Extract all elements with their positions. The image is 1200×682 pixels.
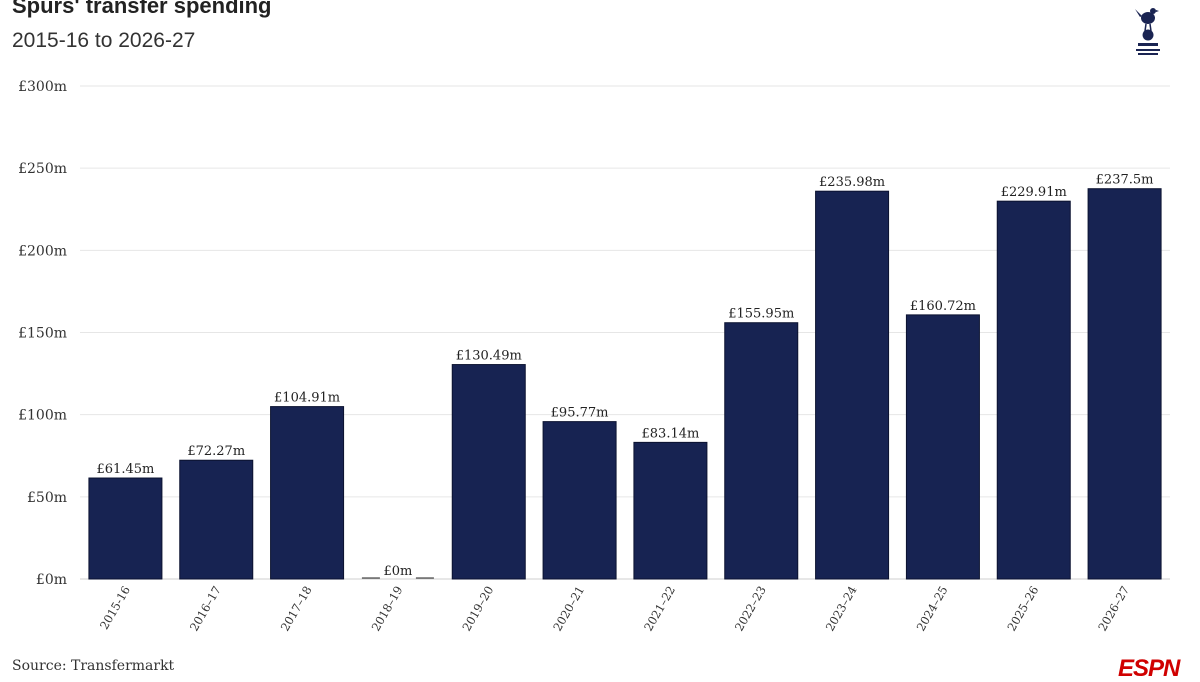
data-label: £0m (383, 564, 412, 579)
x-tick-label: 2019–20 (459, 584, 496, 634)
y-tick-label: £300m (18, 79, 67, 95)
data-label: £61.45m (97, 462, 155, 477)
y-tick-label: £150m (18, 326, 67, 342)
x-tick-label: 2020–21 (550, 584, 587, 634)
bars (88, 188, 1162, 580)
y-tick-label: £200m (18, 243, 67, 259)
y-tick-label: £0m (36, 572, 67, 588)
bar (724, 322, 799, 580)
data-label: £160.72m (910, 299, 976, 314)
espn-logo: ESPN (1118, 655, 1180, 682)
data-label: £130.49m (456, 349, 522, 364)
bar (815, 190, 890, 580)
gridlines (80, 85, 1170, 580)
source-note: Source: Transfermarkt (12, 658, 175, 674)
x-tick-label: 2021–22 (641, 584, 678, 634)
x-axis-tick-labels: 2015-16 2016–17 2017–18 2018–19 2019–20 2020–… (97, 584, 1132, 634)
x-tick-label: 2018–19 (369, 584, 406, 634)
data-labels: £61.45m £72.27m £104.91m £0m £130.49m £95.77m… (97, 173, 1154, 579)
x-tick-label: 2023–24 (823, 584, 860, 634)
bar (542, 421, 617, 580)
data-label: £95.77m (551, 406, 609, 421)
bar (88, 477, 163, 580)
data-label: £235.98m (819, 175, 885, 190)
y-tick-label: £50m (27, 490, 67, 506)
y-tick-label: £100m (18, 408, 67, 424)
chart-title: Spurs' transfer spending (12, 0, 272, 18)
bar (996, 200, 1071, 580)
chart-subtitle: 2015-16 to 2026-27 (12, 29, 196, 52)
data-label: £83.14m (642, 426, 700, 441)
bar (451, 364, 526, 580)
x-tick-label: 2017–18 (278, 584, 315, 634)
bar (905, 314, 980, 580)
bar (633, 441, 708, 580)
bar (270, 406, 345, 580)
cockerel-crest-icon (1135, 8, 1160, 55)
data-label: £155.95m (728, 307, 794, 322)
x-tick-label: 2015-16 (97, 584, 133, 632)
data-label: £237.5m (1096, 173, 1154, 188)
x-tick-label: 2026–27 (1095, 584, 1132, 634)
y-axis-tick-labels: £0m £50m £100m £150m £200m £250m £300m (18, 79, 67, 588)
x-tick-label: 2025–26 (1004, 584, 1041, 634)
y-tick-label: £250m (18, 161, 67, 177)
data-label: £229.91m (1001, 185, 1067, 200)
data-label: £104.91m (274, 391, 340, 406)
x-tick-label: 2024–25 (914, 584, 951, 634)
x-tick-label: 2016–17 (187, 584, 224, 634)
bar (1087, 188, 1162, 580)
x-tick-label: 2022–23 (732, 584, 769, 634)
bar (179, 459, 254, 580)
data-label: £72.27m (187, 444, 245, 459)
